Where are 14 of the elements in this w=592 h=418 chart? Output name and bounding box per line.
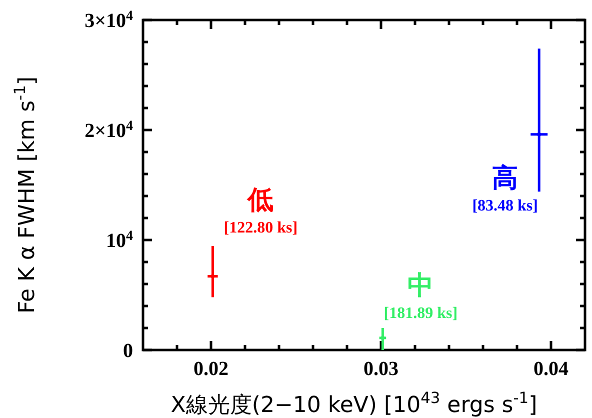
annotation: [181.89 ks] (384, 304, 458, 322)
annotation: [83.48 ks] (472, 197, 538, 214)
text: 低 (248, 185, 274, 216)
annotation: [122.80 ks] (224, 219, 298, 236)
series-label: 高 (492, 163, 518, 194)
x-tick-label: 0.03 (364, 358, 398, 380)
x-tick-label: 0.02 (194, 358, 228, 380)
y-tick-label: 2×10$^{4}$ (84, 118, 133, 142)
series-label: 中 (408, 270, 434, 301)
y-tick-label: 0 (123, 340, 133, 362)
x-axis-title: X線光度(2−10 keV) [10$^{43}$ ergs s$^{-1}$] (170, 389, 538, 418)
y-tick-label: 3×10$^{4}$ (84, 8, 133, 32)
y-tick-label: 10$^{4}$ (106, 228, 133, 252)
x-tick-label: 0.04 (534, 358, 568, 380)
